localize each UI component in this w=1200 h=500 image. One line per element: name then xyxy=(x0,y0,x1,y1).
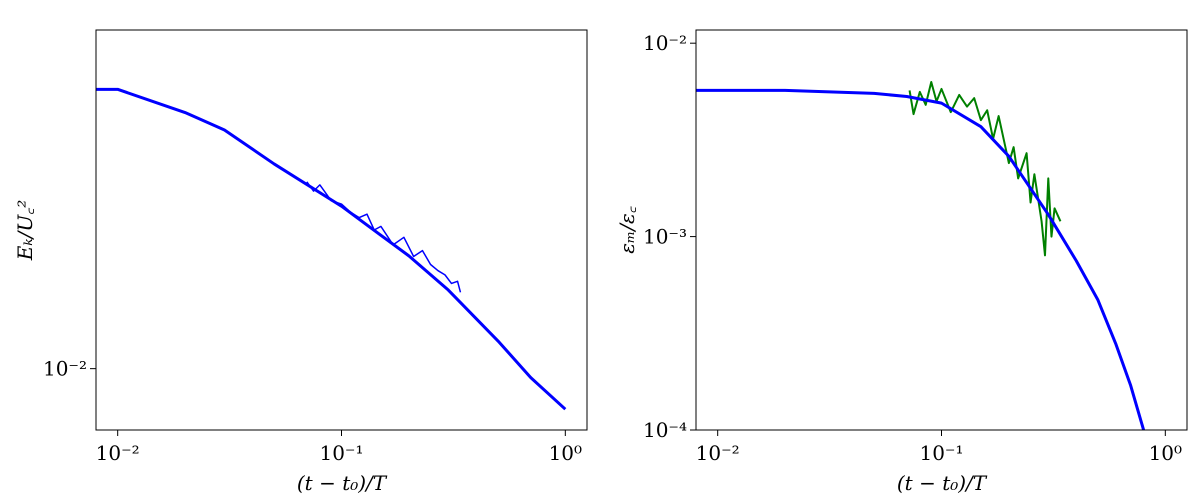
x-tick-label: 10⁻¹ xyxy=(919,441,963,465)
y-axis-label: εₘ/ε꜀ xyxy=(615,206,639,253)
subplot: 10⁻² 10⁻¹ 10⁰ 10⁻⁴ 10⁻³ 10⁻² (t − t₀)/T εₘ/ε꜀ xyxy=(615,29,1188,495)
series-line xyxy=(96,87,567,411)
x-tick-label: 10⁻² xyxy=(696,441,740,465)
axes-frame xyxy=(695,29,1188,431)
plot-area xyxy=(696,81,1146,430)
y-tick-label: 10⁻³ xyxy=(643,225,687,249)
y-axis-label: Eₖ/U꜀² xyxy=(13,200,37,261)
x-tick-label: 10⁰ xyxy=(549,441,582,465)
x-tick-label: 10⁻² xyxy=(96,441,140,465)
x-tick-label: 10⁻¹ xyxy=(319,441,363,465)
series-line xyxy=(696,88,1146,430)
y-tick-label: 10⁻² xyxy=(643,31,687,55)
x-axis-label: (t − t₀)/T xyxy=(297,471,388,495)
x-tick-label: 10⁰ xyxy=(1149,441,1182,465)
x-axis-label: (t − t₀)/T xyxy=(897,471,988,495)
plot-area xyxy=(96,87,567,411)
y-tick-label: 10⁻² xyxy=(43,357,87,381)
axes-frame xyxy=(95,29,588,431)
series-line xyxy=(908,81,1062,257)
y-tick-label: 10⁻⁴ xyxy=(643,418,687,442)
subplot: 10⁻² 10⁻¹ 10⁰ 10⁻² (t − t₀)/T Eₖ/U꜀² xyxy=(13,29,588,495)
